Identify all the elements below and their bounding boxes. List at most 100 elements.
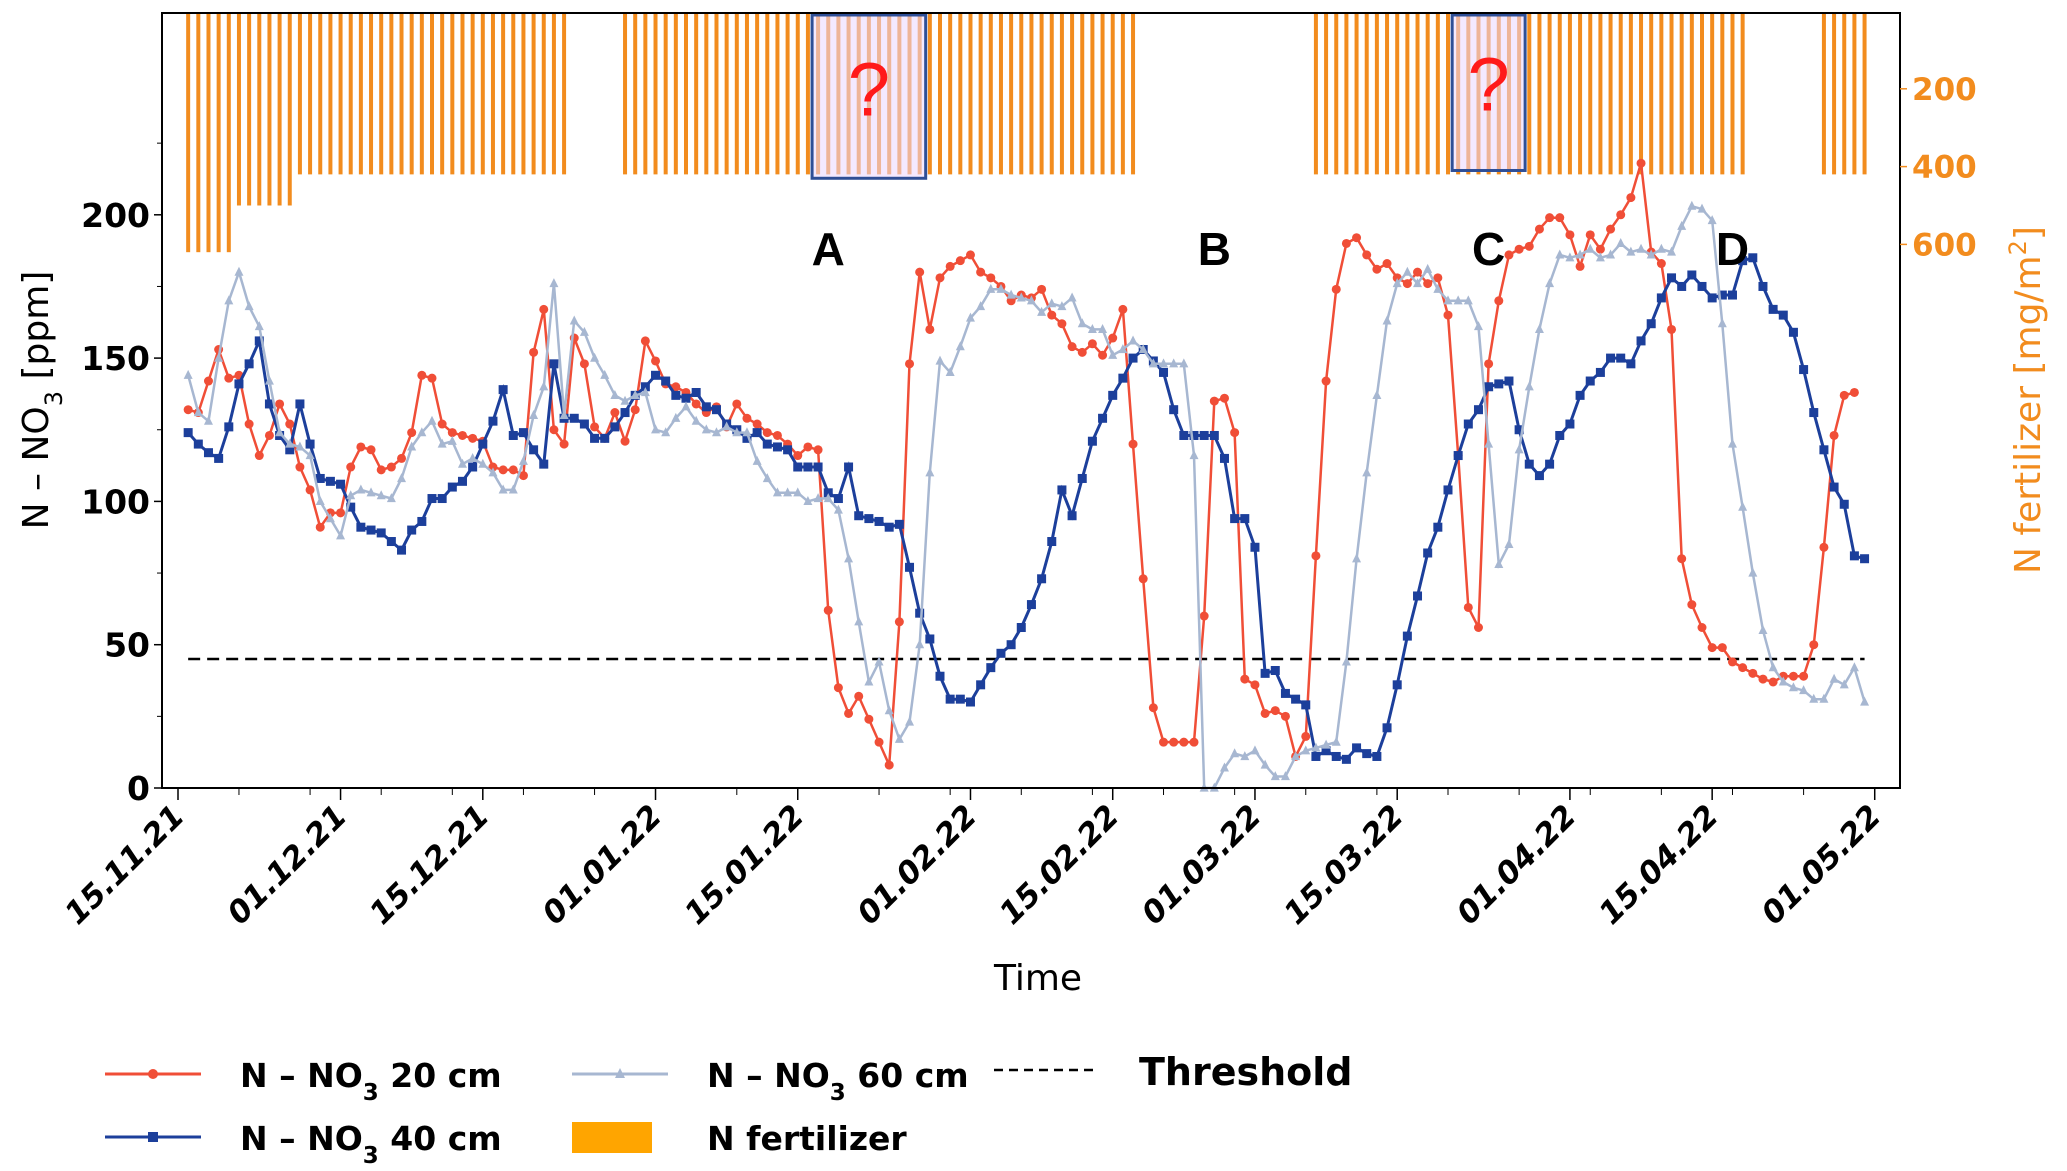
data-point <box>539 304 549 314</box>
fertilizer-bar <box>226 13 231 253</box>
fertilizer-bar <box>338 13 343 175</box>
data-point <box>965 250 975 260</box>
data-point <box>346 462 356 472</box>
data-point <box>386 537 396 547</box>
data-point <box>1382 315 1392 325</box>
data-point <box>1219 393 1229 403</box>
data-point <box>915 608 925 618</box>
data-point <box>1077 473 1087 483</box>
data-point <box>407 441 417 451</box>
y-right-tick-label: 200 <box>1912 72 1977 108</box>
data-point <box>1331 736 1341 746</box>
data-point <box>457 430 467 440</box>
data-point <box>1453 295 1463 305</box>
fertilizer-bar <box>653 13 658 175</box>
fertilizer-bar <box>1100 13 1105 175</box>
data-point <box>844 462 854 472</box>
data-point <box>1687 200 1697 210</box>
fertilizer-bar <box>1039 13 1044 175</box>
data-point <box>1179 358 1189 368</box>
data-point <box>1250 680 1260 690</box>
data-point <box>1067 292 1077 302</box>
data-point <box>1758 674 1768 684</box>
fertilizer-bar <box>1090 13 1095 175</box>
data-point <box>1473 321 1483 331</box>
fertilizer-bar <box>673 13 678 175</box>
fertilizer-bar <box>541 13 546 175</box>
data-point <box>935 273 945 283</box>
data-point <box>427 415 437 425</box>
fertilizer-bar <box>643 13 648 175</box>
data-point <box>1301 745 1311 755</box>
data-point <box>417 370 427 380</box>
x-tick-label: 01.04.22 <box>1450 798 1584 932</box>
data-point <box>234 379 244 389</box>
data-point <box>732 399 742 409</box>
data-point <box>1169 737 1179 747</box>
fertilizer-bar <box>277 13 282 206</box>
fertilizer-bar <box>1385 13 1390 175</box>
data-point <box>224 295 234 305</box>
data-point <box>579 326 589 336</box>
data-point <box>234 266 244 276</box>
data-point <box>1667 273 1677 283</box>
data-point <box>1362 749 1372 759</box>
data-point <box>447 428 457 438</box>
y-tick-label: 50 <box>104 626 150 665</box>
data-point <box>590 433 600 443</box>
data-point <box>148 1069 158 1079</box>
data-point <box>264 430 274 440</box>
data-point <box>813 445 823 455</box>
data-point <box>986 663 996 673</box>
data-point <box>1545 213 1555 223</box>
data-point <box>1626 359 1636 369</box>
data-point <box>1799 365 1809 375</box>
fertilizer-bar <box>1324 13 1329 175</box>
data-point <box>1646 249 1656 259</box>
data-point <box>1504 538 1514 548</box>
annotation-label: A <box>812 223 845 275</box>
data-point <box>762 428 772 438</box>
data-point <box>1433 273 1443 283</box>
data-point <box>1860 696 1870 706</box>
data-point <box>1575 261 1585 271</box>
data-point <box>742 433 752 443</box>
fertilizer-bar <box>755 13 760 175</box>
data-point <box>691 399 701 409</box>
data-point <box>1565 419 1575 429</box>
data-point <box>1524 459 1534 469</box>
data-point <box>1575 249 1585 259</box>
data-point <box>1402 279 1412 289</box>
fertilizer-bar <box>409 13 414 175</box>
data-point <box>945 261 955 271</box>
fertilizer-bar <box>389 13 394 175</box>
data-point <box>803 462 813 472</box>
fertilizer-bar <box>1425 13 1430 175</box>
data-point <box>1270 706 1280 716</box>
fertilizer-bar <box>247 13 252 206</box>
data-point <box>1524 381 1534 391</box>
data-point <box>549 425 559 435</box>
data-point <box>1534 224 1544 234</box>
data-point <box>518 471 528 481</box>
data-point <box>1179 430 1189 440</box>
fertilizer-bar <box>358 13 363 175</box>
fertilizer-bar <box>968 13 973 175</box>
data-point <box>590 352 600 362</box>
data-point <box>275 427 285 437</box>
data-point <box>955 256 965 266</box>
data-point <box>945 694 955 704</box>
data-point <box>1595 244 1605 254</box>
data-point <box>783 487 793 497</box>
data-point <box>1240 751 1250 761</box>
data-point <box>1108 390 1118 400</box>
data-point <box>1148 358 1158 368</box>
data-point <box>1758 624 1768 634</box>
data-point <box>1606 353 1616 363</box>
data-point <box>1219 762 1229 772</box>
data-point <box>1159 737 1169 747</box>
data-point <box>366 525 376 535</box>
data-point <box>1108 333 1118 343</box>
data-point <box>336 508 346 518</box>
data-point <box>224 422 234 432</box>
